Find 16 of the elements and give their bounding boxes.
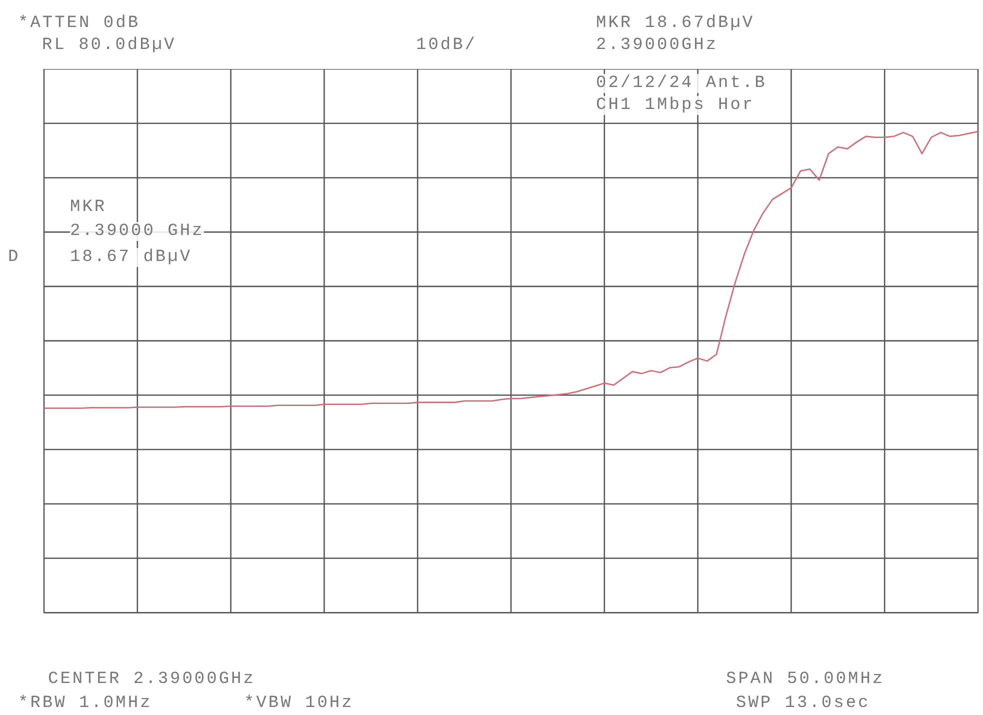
text: *RBW 1.0MHz (18, 694, 152, 713)
text: CENTER 2.39000GHz (48, 670, 256, 689)
text: 10dB/ (416, 36, 478, 55)
text: *VBW 10Hz (244, 694, 354, 713)
annotation: 18.67 dBµV (70, 248, 192, 267)
text: 02/12/24 Ant.B (596, 74, 767, 93)
text: RL 80.0dBµV (42, 36, 176, 55)
text: SWP 13.0sec (736, 694, 870, 713)
text: 2.39000GHz (596, 36, 718, 55)
text: SPAN 50.00MHz (726, 670, 885, 689)
annotation: MKR (70, 198, 107, 217)
text: CH1 1Mbps Hor (596, 96, 755, 115)
text: *ATTEN 0dB (18, 14, 140, 33)
text: D (8, 248, 20, 267)
text: MKR 18.67dBµV (596, 14, 755, 33)
annotation: 2.39000 GHz (70, 222, 204, 241)
